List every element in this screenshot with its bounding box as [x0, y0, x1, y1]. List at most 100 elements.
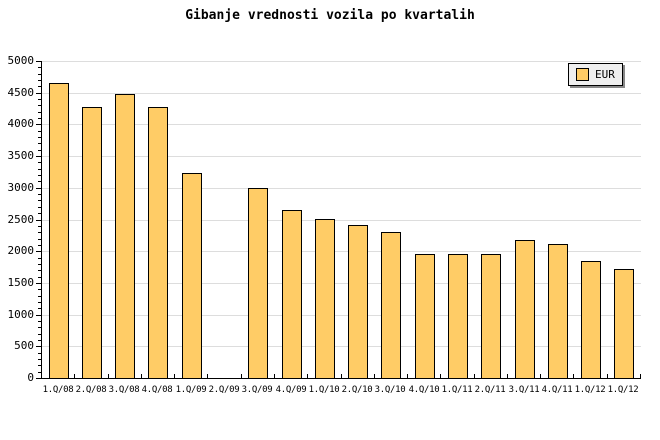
y-axis-label: 500: [14, 339, 34, 352]
x-axis-label: 4.Q/08: [141, 385, 173, 395]
y-major-tick: [36, 346, 41, 347]
y-major-tick: [36, 61, 41, 62]
chart-title: Gibanje vrednosti vozila po kvartalih: [185, 8, 475, 23]
y-axis-label: 1500: [7, 276, 35, 289]
plot-area: [41, 61, 641, 379]
x-axis-label: 4.Q/10: [408, 385, 440, 395]
x-axis-label: 1.Q/12: [574, 385, 606, 395]
bar: [448, 254, 468, 378]
x-axis-tick: [573, 374, 574, 378]
bar: [381, 232, 401, 378]
x-axis-tick: [474, 374, 475, 378]
legend: EUR: [568, 63, 623, 86]
y-axis-label: 0: [27, 371, 34, 384]
bar: [581, 261, 601, 378]
y-minor-tick: [38, 105, 41, 106]
x-axis-tick: [341, 374, 342, 378]
bar: [515, 240, 535, 378]
y-minor-tick: [38, 245, 41, 246]
x-axis-tick: [440, 374, 441, 378]
y-major-tick: [36, 315, 41, 316]
bar: [548, 244, 568, 378]
gridline: [42, 156, 641, 157]
y-minor-tick: [38, 207, 41, 208]
x-axis-label: 4.Q/11: [541, 385, 573, 395]
y-minor-tick: [38, 162, 41, 163]
y-axis-label: 4000: [7, 117, 35, 130]
x-axis-tick: [141, 374, 142, 378]
bar: [182, 173, 202, 378]
y-axis-label: 3500: [7, 149, 35, 162]
gridline: [42, 124, 641, 125]
x-axis-tick: [407, 374, 408, 378]
y-minor-tick: [38, 321, 41, 322]
bar: [614, 269, 634, 378]
y-minor-tick: [38, 289, 41, 290]
x-axis-label: 3.Q/08: [108, 385, 140, 395]
y-minor-tick: [38, 86, 41, 87]
y-minor-tick: [38, 74, 41, 75]
y-axis-label: 2500: [7, 213, 35, 226]
x-axis-label: 2.Q/11: [474, 385, 506, 395]
bar: [248, 188, 268, 378]
x-axis-tick: [207, 374, 208, 378]
y-minor-tick: [38, 150, 41, 151]
x-axis-label: 3.Q/09: [241, 385, 273, 395]
y-minor-tick: [38, 264, 41, 265]
x-axis-tick: [374, 374, 375, 378]
gridline: [42, 220, 641, 221]
legend-swatch-icon: [576, 68, 589, 81]
y-minor-tick: [38, 353, 41, 354]
x-axis-label: 1.Q/12: [607, 385, 639, 395]
y-minor-tick: [38, 80, 41, 81]
y-minor-tick: [38, 175, 41, 176]
bar: [348, 225, 368, 378]
x-axis-label: 2.Q/10: [341, 385, 373, 395]
y-major-tick: [36, 378, 41, 379]
x-axis-label: 2.Q/08: [75, 385, 107, 395]
bar: [82, 107, 102, 378]
x-axis-label: 1.Q/09: [175, 385, 207, 395]
y-axis-label: 1000: [7, 308, 35, 321]
y-minor-tick: [38, 270, 41, 271]
gridline: [42, 61, 641, 62]
y-minor-tick: [38, 302, 41, 303]
gridline: [42, 346, 641, 347]
y-minor-tick: [38, 258, 41, 259]
bar: [415, 254, 435, 378]
y-major-tick: [36, 283, 41, 284]
y-axis-label: 3000: [7, 181, 35, 194]
gridline: [42, 188, 641, 189]
bar: [148, 107, 168, 378]
y-axis-label: 5000: [7, 54, 35, 67]
bar: [315, 219, 335, 378]
y-minor-tick: [38, 67, 41, 68]
y-major-tick: [36, 188, 41, 189]
x-axis-tick: [174, 374, 175, 378]
x-axis-label: 1.Q/11: [441, 385, 473, 395]
y-minor-tick: [38, 232, 41, 233]
y-minor-tick: [38, 365, 41, 366]
x-axis-label: 4.Q/09: [275, 385, 307, 395]
gridline: [42, 283, 641, 284]
gridline: [42, 251, 641, 252]
y-minor-tick: [38, 226, 41, 227]
y-minor-tick: [38, 194, 41, 195]
y-axis-label: 2000: [7, 244, 35, 257]
bar: [481, 254, 501, 378]
y-minor-tick: [38, 169, 41, 170]
x-axis-tick: [607, 374, 608, 378]
y-minor-tick: [38, 308, 41, 309]
x-axis-label: 1.Q/10: [308, 385, 340, 395]
y-minor-tick: [38, 200, 41, 201]
y-minor-tick: [38, 239, 41, 240]
y-minor-tick: [38, 143, 41, 144]
y-major-tick: [36, 124, 41, 125]
gridline: [42, 93, 641, 94]
y-minor-tick: [38, 118, 41, 119]
y-minor-tick: [38, 359, 41, 360]
y-major-tick: [36, 220, 41, 221]
legend-label: EUR: [595, 68, 615, 81]
x-axis-tick: [74, 374, 75, 378]
y-minor-tick: [38, 334, 41, 335]
